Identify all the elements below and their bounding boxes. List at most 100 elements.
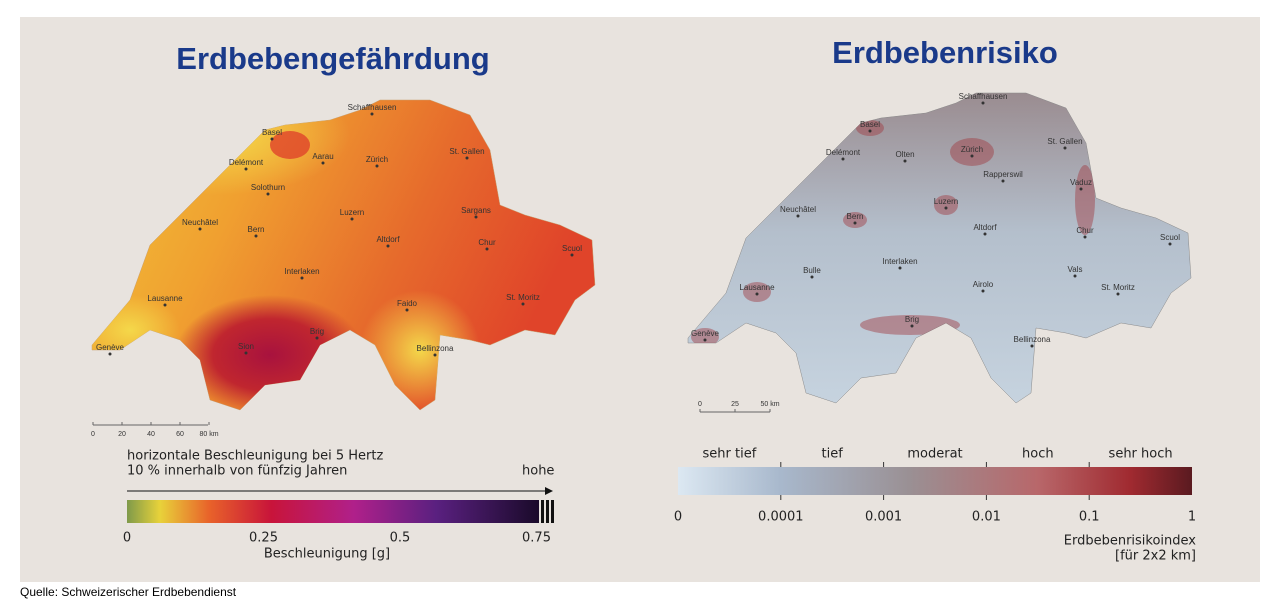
city-dot — [244, 167, 248, 171]
color-bar-label: 1 — [1188, 510, 1196, 525]
legend-text: hohe — [522, 464, 554, 479]
city-label: Airolo — [973, 280, 994, 289]
city-dot — [321, 161, 325, 165]
city-label: Interlaken — [882, 257, 917, 266]
city-label: St. Moritz — [506, 293, 540, 302]
color-bar-label: 0 — [674, 510, 682, 525]
scale-label: 80 km — [199, 431, 218, 438]
color-bar-label: 0.25 — [249, 531, 278, 546]
city-dot — [300, 276, 304, 280]
color-bar-label: 0.0001 — [758, 510, 804, 525]
city-dot — [983, 232, 987, 236]
scale-label: 20 — [118, 431, 126, 438]
city-label: Vaduz — [1070, 178, 1092, 187]
legend-text: horizontale Beschleunigung bei 5 Hertz — [127, 449, 383, 464]
city-dot — [485, 247, 489, 251]
city-dot — [465, 156, 469, 160]
color-bar — [127, 500, 539, 523]
city-dot — [841, 157, 845, 161]
city-dot — [270, 137, 274, 141]
city-dot — [970, 154, 974, 158]
city-label: Zürich — [961, 145, 983, 154]
city-dot — [1063, 146, 1067, 150]
risk-class: sehr tief — [703, 447, 757, 462]
city-label: Altdorf — [376, 235, 400, 244]
city-dot — [474, 215, 478, 219]
city-label: Basel — [860, 120, 880, 129]
city-label: Genève — [96, 343, 125, 352]
color-bar-label: 0.001 — [865, 510, 902, 525]
city-label: Bern — [847, 212, 864, 221]
city-dot — [1083, 235, 1087, 239]
left-title: Erdbebengefährdung — [176, 41, 489, 76]
city-dot — [163, 303, 167, 307]
city-dot — [315, 336, 319, 340]
city-label: Delémont — [826, 148, 861, 157]
city-dot — [868, 129, 872, 133]
color-bar-label: 0 — [123, 531, 131, 546]
scale-label: 40 — [147, 431, 155, 438]
city-dot — [108, 352, 112, 356]
city-label: Scuol — [1160, 233, 1180, 242]
city-label: Chur — [1076, 226, 1094, 235]
city-label: Brig — [905, 315, 919, 324]
city-dot — [244, 351, 248, 355]
city-label: Chur — [478, 238, 496, 247]
city-label: Neuchâtel — [780, 205, 816, 214]
city-dot — [1001, 179, 1005, 183]
city-label: Luzern — [340, 208, 364, 217]
scale-label: 60 — [176, 431, 184, 438]
right-title: Erdbebenrisiko — [832, 35, 1058, 70]
legend-axis-label: Beschleunigung [g] — [264, 547, 390, 562]
city-label: Bulle — [803, 266, 821, 275]
city-label: Schaffhausen — [348, 103, 397, 112]
city-label: Lausanne — [739, 283, 775, 292]
city-label: Lausanne — [147, 294, 183, 303]
city-dot — [981, 101, 985, 105]
city-dot — [1116, 292, 1120, 296]
city-dot — [375, 164, 379, 168]
legend-text: 10 % innerhalb von fünfzig Jahren — [127, 464, 347, 479]
city-label: Vals — [1068, 265, 1083, 274]
city-dot — [521, 302, 525, 306]
risk-class: moderat — [907, 447, 962, 462]
city-dot — [796, 214, 800, 218]
risk-class: tief — [822, 447, 844, 462]
city-dot — [810, 275, 814, 279]
risk-class: hoch — [1022, 447, 1054, 462]
city-dot — [254, 234, 258, 238]
city-dot — [1168, 242, 1172, 246]
color-bar-label: 0.75 — [522, 531, 551, 546]
city-label: Sargans — [461, 206, 491, 215]
city-label: Olten — [895, 150, 914, 159]
legend-axis-label: Erdbebenrisikoindex — [1064, 534, 1197, 549]
color-bar — [678, 467, 1192, 495]
legend-unit: [für 2x2 km] — [1115, 549, 1196, 564]
city-label: Genève — [691, 329, 720, 338]
scale-label: 50 km — [760, 401, 779, 408]
city-dot — [898, 266, 902, 270]
color-bar-label: 0.1 — [1079, 510, 1100, 525]
city-dot — [570, 253, 574, 257]
city-label: Bellinzona — [1014, 335, 1051, 344]
city-label: Bern — [248, 225, 265, 234]
city-label: Interlaken — [284, 267, 319, 276]
city-dot — [405, 308, 409, 312]
city-dot — [433, 353, 437, 357]
city-label: Luzern — [934, 197, 958, 206]
scale-label: 25 — [731, 401, 739, 408]
city-label: St. Gallen — [1047, 137, 1082, 146]
color-bar-label: 0.5 — [390, 531, 411, 546]
city-label: St. Gallen — [449, 147, 484, 156]
city-dot — [370, 112, 374, 116]
city-label: Schaffhausen — [959, 92, 1008, 101]
city-label: Rapperswil — [983, 170, 1023, 179]
city-label: Bellinzona — [417, 344, 454, 353]
city-dot — [910, 324, 914, 328]
color-bar-end — [541, 500, 554, 523]
city-dot — [1030, 344, 1034, 348]
city-dot — [266, 192, 270, 196]
city-dot — [755, 292, 759, 296]
scale-label: 0 — [91, 431, 95, 438]
